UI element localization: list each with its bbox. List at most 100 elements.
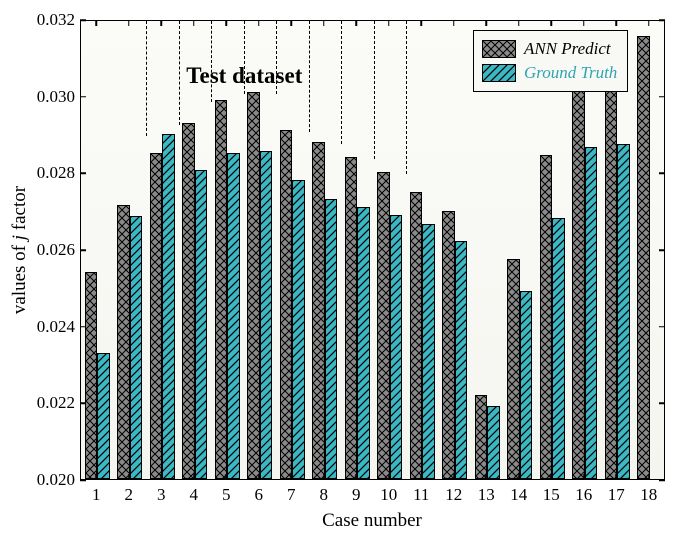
x-tick-mark — [486, 474, 488, 480]
y-tick-mark — [659, 96, 665, 98]
bar-ann-predict — [605, 54, 618, 480]
x-tick-label: 11 — [413, 485, 429, 505]
y-tick-mark — [80, 403, 86, 405]
x-tick-label: 12 — [445, 485, 462, 505]
bar-ground-truth — [455, 241, 468, 479]
y-tick-mark — [80, 19, 86, 21]
legend-label: ANN Predict — [524, 39, 611, 59]
x-tick-mark — [616, 20, 618, 26]
x-tick-mark — [258, 20, 260, 26]
y-tick-mark — [80, 249, 86, 251]
y-tick-label: 0.026 — [37, 240, 75, 260]
x-tick-label: 18 — [640, 485, 657, 505]
x-tick-mark — [323, 474, 325, 480]
bar-ground-truth — [552, 218, 565, 479]
x-tick-label: 15 — [543, 485, 560, 505]
x-tick-label: 2 — [125, 485, 134, 505]
x-tick-mark — [551, 474, 553, 480]
bar-ground-truth — [520, 291, 533, 479]
x-tick-label: 1 — [92, 485, 101, 505]
vertical-guide-line — [211, 21, 212, 102]
x-tick-mark — [356, 474, 358, 480]
y-tick-label: 0.032 — [37, 10, 75, 30]
x-tick-mark — [486, 20, 488, 26]
x-tick-mark — [226, 20, 228, 26]
x-tick-label: 16 — [575, 485, 592, 505]
x-tick-label: 5 — [222, 485, 231, 505]
bar-ann-predict — [150, 153, 163, 479]
bar-ground-truth — [292, 180, 305, 479]
bar-ground-truth — [195, 170, 208, 479]
x-tick-mark — [161, 474, 163, 480]
x-tick-mark — [128, 20, 130, 26]
x-tick-mark — [226, 474, 228, 480]
bar-ground-truth — [325, 199, 338, 479]
bar-ann-predict — [117, 205, 130, 479]
x-tick-label: 9 — [352, 485, 361, 505]
x-tick-label: 6 — [255, 485, 264, 505]
x-tick-label: 8 — [320, 485, 329, 505]
bar-ground-truth — [97, 353, 110, 480]
plot-area: Test dataset ANN Predict Ground Truth — [80, 20, 665, 480]
y-tick-mark — [80, 96, 86, 98]
y-tick-label: 0.030 — [37, 87, 75, 107]
bar-ground-truth — [422, 224, 435, 479]
x-axis-title: Case number — [322, 510, 422, 532]
bar-ground-truth — [357, 207, 370, 479]
y-tick-mark — [659, 479, 665, 481]
x-tick-mark — [583, 20, 585, 26]
legend: ANN Predict Ground Truth — [473, 30, 628, 92]
bar-ann-predict — [312, 142, 325, 479]
y-tick-mark — [659, 19, 665, 21]
x-tick-mark — [388, 474, 390, 480]
bar-ann-predict — [475, 395, 488, 479]
x-tick-mark — [453, 20, 455, 26]
legend-swatch — [482, 40, 516, 58]
y-tick-label: 0.024 — [37, 317, 75, 337]
bar-ann-predict — [637, 36, 650, 479]
x-tick-mark — [258, 474, 260, 480]
bar-ann-predict — [280, 130, 293, 479]
vertical-guide-line — [179, 21, 180, 125]
bar-ann-predict — [85, 272, 98, 479]
y-tick-mark — [80, 479, 86, 481]
x-tick-mark — [518, 20, 520, 26]
x-tick-mark — [193, 20, 195, 26]
y-tick-mark — [659, 173, 665, 175]
vertical-guide-line — [309, 21, 310, 132]
vertical-guide-line — [341, 21, 342, 144]
vertical-guide-line — [146, 21, 147, 136]
bar-ann-predict — [507, 259, 520, 479]
x-tick-mark — [128, 474, 130, 480]
bar-ground-truth — [585, 147, 598, 479]
bar-ground-truth — [390, 215, 403, 480]
bar-ann-predict — [442, 211, 455, 479]
x-tick-label: 10 — [380, 485, 397, 505]
x-tick-mark — [161, 20, 163, 26]
legend-row: ANN Predict — [482, 37, 617, 61]
x-tick-mark — [421, 20, 423, 26]
bar-ground-truth — [617, 144, 630, 479]
y-tick-label: 0.020 — [37, 470, 75, 490]
legend-label: Ground Truth — [524, 63, 617, 83]
x-tick-mark — [518, 474, 520, 480]
x-tick-mark — [323, 20, 325, 26]
legend-swatch — [482, 64, 516, 82]
x-tick-mark — [96, 474, 98, 480]
legend-row: Ground Truth — [482, 61, 617, 85]
x-tick-label: 4 — [190, 485, 199, 505]
x-tick-mark — [453, 474, 455, 480]
x-tick-mark — [616, 474, 618, 480]
y-tick-mark — [80, 326, 86, 328]
bar-ann-predict — [377, 172, 390, 479]
x-tick-mark — [356, 20, 358, 26]
y-tick-label: 0.022 — [37, 393, 75, 413]
vertical-guide-line — [374, 21, 375, 159]
chart-container: Test dataset ANN Predict Ground Truth valu… — [0, 0, 685, 546]
annotation-test-dataset: Test dataset — [186, 63, 302, 89]
bar-ground-truth — [162, 134, 175, 479]
y-tick-label: 0.028 — [37, 163, 75, 183]
bar-ann-predict — [215, 100, 228, 480]
y-axis-title: values of j factor — [9, 186, 31, 314]
x-tick-mark — [96, 20, 98, 26]
